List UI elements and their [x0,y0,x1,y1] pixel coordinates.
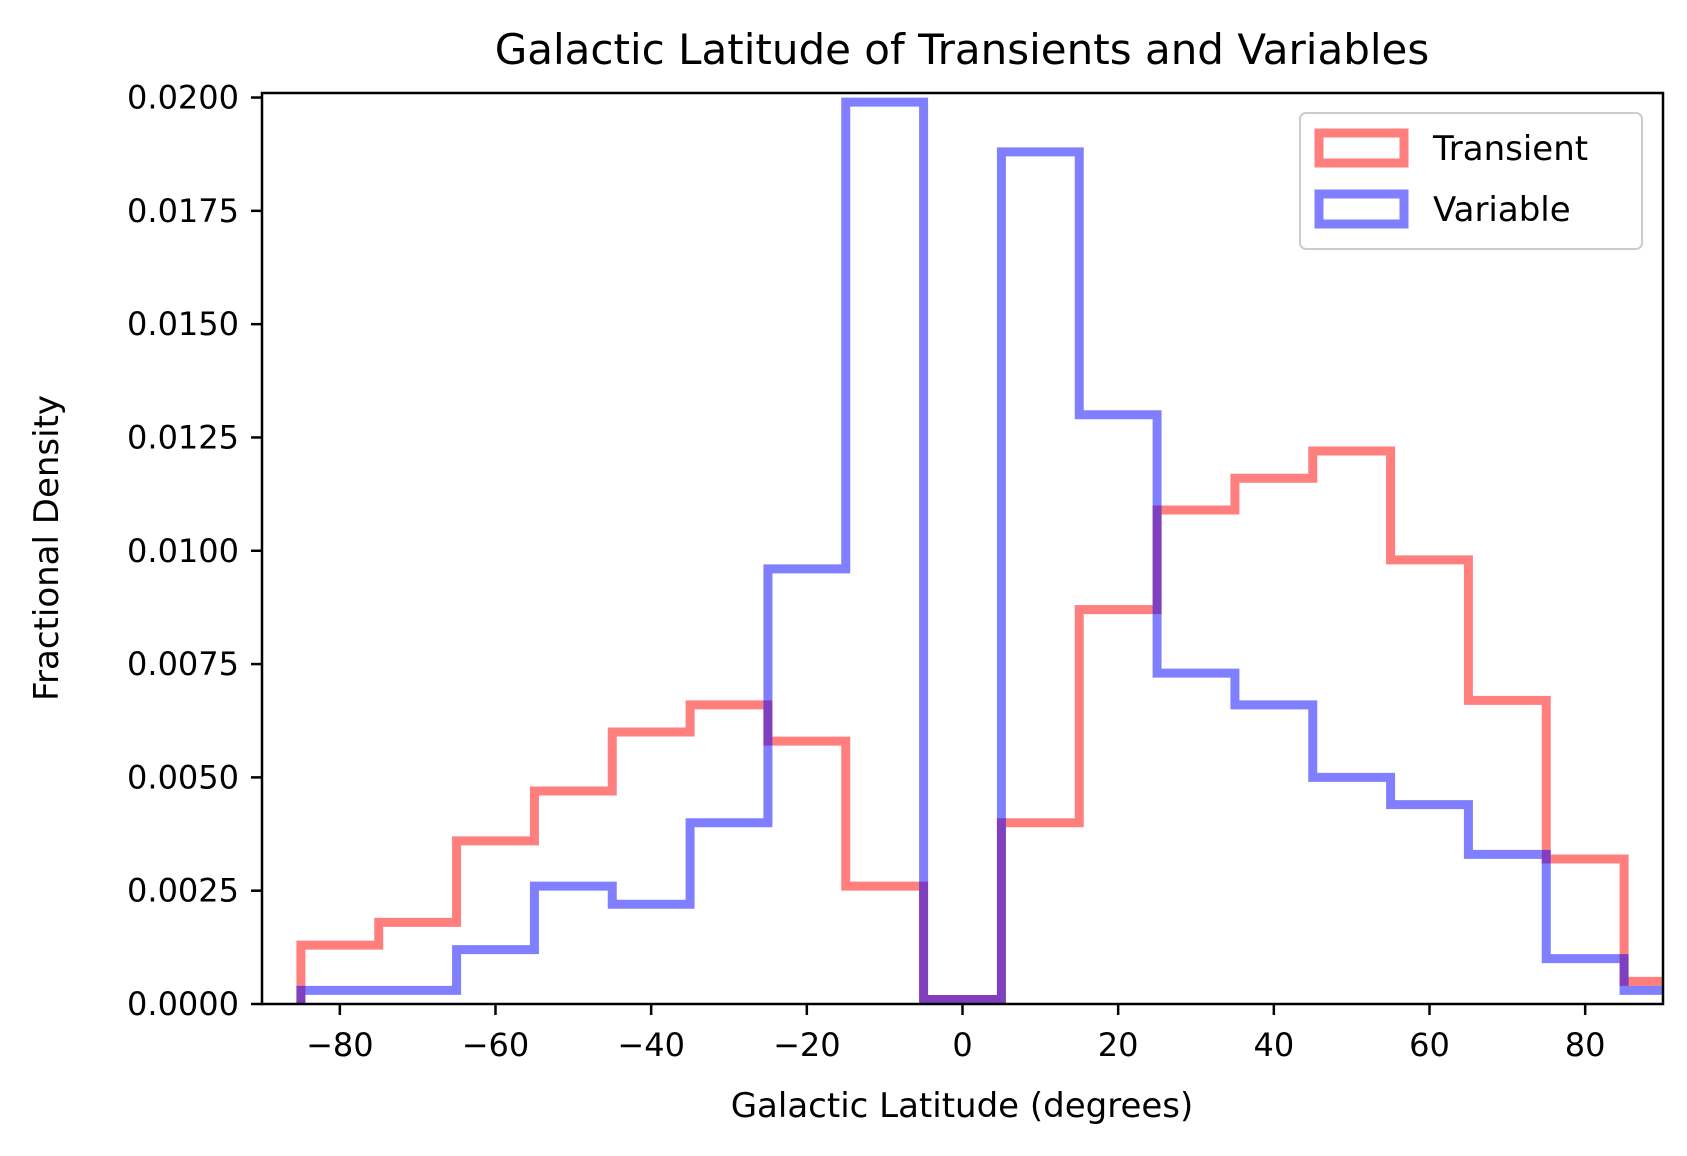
x-tick-label: 20 [1098,1026,1139,1064]
legend-box [1299,112,1643,250]
chart-title: Galactic Latitude of Transients and Vari… [495,25,1430,74]
y-tick-label: 0.0050 [127,758,239,796]
x-tick-label: −60 [462,1026,530,1064]
y-tick-label: 0.0075 [127,645,239,683]
series-variable-step [296,97,1663,1004]
y-axis-label: Fractional Density [27,395,67,701]
x-tick-label: −20 [773,1026,841,1064]
y-tick-label: 0.0200 [127,79,239,117]
x-axis-ticks: −80 −60 −40 −20 0 20 40 60 80 [306,1004,1606,1064]
x-tick-label: 40 [1253,1026,1294,1064]
x-tick-label: 80 [1565,1026,1606,1064]
x-tick-label: −40 [617,1026,685,1064]
series-group [296,97,1663,1004]
legend-label-variable: Variable [1433,190,1571,230]
y-tick-label: 0.0150 [127,305,239,343]
x-tick-label: −80 [306,1026,374,1064]
x-axis-label: Galactic Latitude (degrees) [731,1086,1194,1126]
legend-label-transient: Transient [1432,129,1588,169]
x-tick-label: 60 [1409,1026,1450,1064]
legend: Transient Variable [1299,112,1643,250]
legend-swatch-transient [1314,128,1409,168]
x-tick-label: 0 [952,1026,972,1064]
y-axis-ticks: 0.0000 0.0025 0.0050 0.0075 0.0100 0.0125 0.01… [127,79,262,1023]
y-tick-label: 0.0125 [127,418,239,456]
y-tick-label: 0.0175 [127,192,239,230]
y-tick-label: 0.0000 [127,985,239,1023]
series-transient-step [296,446,1663,1004]
legend-swatch-variable [1314,189,1409,229]
y-tick-label: 0.0025 [127,872,239,910]
y-tick-label: 0.0100 [127,532,239,570]
